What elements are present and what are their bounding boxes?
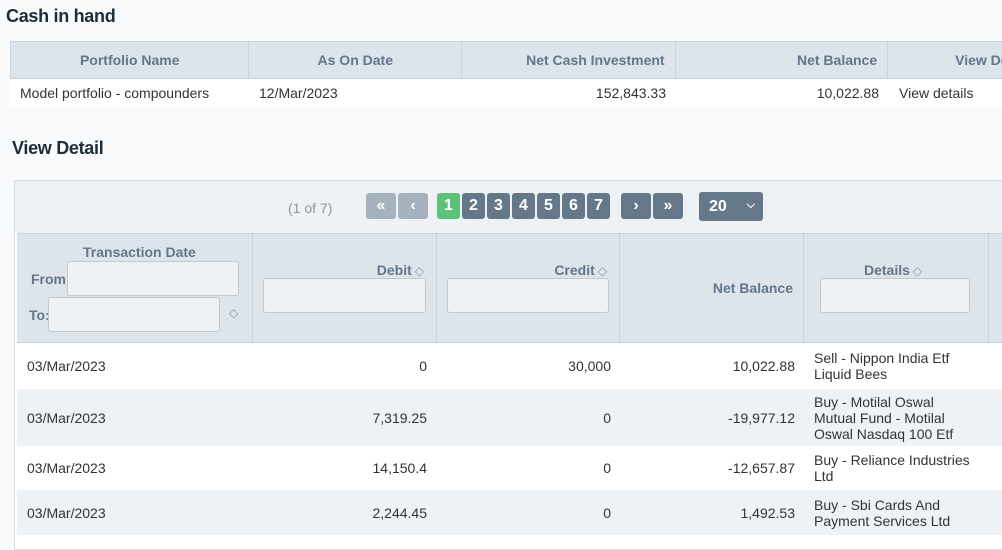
details-cell: Sell - Nippon India Etf Liquid Bees — [814, 350, 950, 382]
table-row: 03/Mar/2023 14,150.4 0 -12,657.87 Buy - … — [17, 446, 1002, 490]
header-credit: Credit ◇ — [437, 234, 620, 342]
first-page-icon: « — [376, 197, 386, 214]
details-cell: Buy - Reliance Industries Ltd — [814, 452, 970, 484]
debit-sort-header[interactable]: Debit ◇ — [377, 262, 424, 278]
first-page-button[interactable]: « — [366, 193, 396, 219]
from-label: From: — [31, 271, 71, 287]
header-net-cash-investment[interactable]: Net Cash Investment — [462, 42, 676, 78]
net-balance-cell: 10,022.88 — [816, 85, 879, 101]
header-portfolio-name[interactable]: Portfolio Name — [11, 42, 250, 78]
header-as-on-date[interactable]: As On Date — [249, 42, 463, 78]
net-balance-cell: 1,492.53 — [740, 504, 796, 521]
details-sort-header[interactable]: Details ◇ — [864, 262, 922, 278]
credit-filter-input[interactable] — [447, 278, 609, 313]
details-label: Details — [864, 262, 910, 278]
credit-cell: 0 — [603, 409, 611, 426]
details-filter-input[interactable] — [820, 278, 970, 313]
net-balance-cell: -19,977.12 — [728, 409, 795, 426]
debit-cell: 7,319.25 — [372, 409, 428, 426]
last-page-icon: » — [663, 197, 673, 214]
view-details-link[interactable]: View details — [899, 85, 974, 101]
header-debit: Debit ◇ — [253, 234, 437, 342]
page-3-button[interactable]: 3 — [487, 193, 510, 219]
sort-icon[interactable]: ◇ — [229, 306, 239, 320]
cash-in-hand-title: Cash in hand — [6, 6, 116, 26]
debit-label: Debit — [376, 262, 412, 278]
paginator: (1 of 7) « ‹ 1 2 3 4 5 6 7 › » 20 ⌵ — [15, 181, 1002, 233]
date-cell: 03/Mar/2023 — [27, 460, 106, 476]
date-cell: 03/Mar/2023 — [27, 358, 106, 374]
credit-cell: 0 — [603, 504, 611, 521]
debit-cell: 2,244.45 — [372, 504, 428, 521]
header-view-details[interactable]: View Details — [888, 42, 1002, 78]
net-balance-label: Net Balance — [712, 280, 793, 296]
header-net-balance: Net Balance — [620, 234, 804, 342]
detail-panel: (1 of 7) « ‹ 1 2 3 4 5 6 7 › » 20 ⌵ Tran… — [14, 180, 1002, 550]
sort-icon: ◇ — [597, 264, 607, 278]
sort-icon: ◇ — [414, 264, 424, 278]
header-details: Details ◇ — [804, 234, 989, 342]
page-7-button[interactable]: 7 — [587, 193, 610, 219]
table-row: 03/Mar/2023 7,319.25 0 -19,977.12 Buy - … — [17, 389, 1002, 446]
net-balance-cell: 10,022.88 — [732, 358, 795, 374]
credit-label: Credit — [554, 262, 595, 278]
net-cash-investment-cell: 152,843.33 — [595, 85, 666, 101]
portfolio-name-cell: Model portfolio - compounders — [20, 85, 210, 101]
last-page-button[interactable]: » — [653, 193, 683, 219]
summary-header-row: Portfolio Name As On Date Net Cash Inves… — [10, 41, 1002, 79]
detail-header-row: Transaction Date From: To: ◇ Debit ◇ Cred… — [17, 233, 1002, 343]
page-1-button[interactable]: 1 — [437, 193, 460, 219]
debit-filter-input[interactable] — [263, 278, 426, 313]
prev-page-button[interactable]: ‹ — [398, 193, 428, 219]
sort-icon: ◇ — [912, 264, 923, 278]
net-balance-cell: -12,657.87 — [728, 460, 795, 476]
next-page-icon: › — [633, 197, 639, 214]
to-date-input[interactable] — [48, 297, 220, 332]
chevron-down-icon: ⌵ — [746, 199, 755, 211]
date-cell: 03/Mar/2023 — [27, 409, 106, 426]
page-2-button[interactable]: 2 — [462, 193, 485, 219]
table-row: Model portfolio - compounders 12/Mar/202… — [10, 79, 1002, 107]
next-page-button[interactable]: › — [621, 193, 651, 219]
details-cell: Buy - Motilal Oswal Mutual Fund - Motila… — [814, 393, 954, 442]
page-summary: (1 of 7) — [288, 200, 333, 216]
cash-summary-table: Portfolio Name As On Date Net Cash Inves… — [10, 41, 1002, 107]
header-transaction-date: Transaction Date From: To: ◇ — [17, 234, 253, 342]
table-row: 03/Mar/2023 0 30,000 10,022.88 Sell - Ni… — [17, 343, 1002, 389]
credit-sort-header[interactable]: Credit ◇ — [554, 262, 607, 278]
credit-cell: 0 — [603, 460, 611, 476]
rows-per-page-select[interactable]: 20 ⌵ — [699, 192, 763, 221]
table-row: 03/Mar/2023 2,244.45 0 1,492.53 Buy - Sb… — [17, 490, 1002, 535]
rows-per-page-value: 20 — [709, 197, 727, 215]
to-label: To: — [29, 307, 50, 323]
prev-page-icon: ‹ — [410, 197, 416, 214]
debit-cell: 0 — [419, 358, 427, 374]
as-on-date-cell: 12/Mar/2023 — [259, 85, 338, 101]
view-detail-title: View Detail — [12, 138, 104, 158]
header-net-balance[interactable]: Net Balance — [676, 42, 889, 78]
credit-cell: 30,000 — [568, 358, 611, 374]
debit-cell: 14,150.4 — [372, 460, 428, 476]
from-date-input[interactable] — [67, 261, 239, 296]
page-4-button[interactable]: 4 — [512, 193, 535, 219]
transaction-date-label[interactable]: Transaction Date — [83, 244, 196, 260]
details-cell: Buy - Sbi Cards And Payment Services Ltd — [814, 496, 951, 529]
page-5-button[interactable]: 5 — [537, 193, 560, 219]
date-cell: 03/Mar/2023 — [27, 504, 106, 521]
page-6-button[interactable]: 6 — [562, 193, 585, 219]
